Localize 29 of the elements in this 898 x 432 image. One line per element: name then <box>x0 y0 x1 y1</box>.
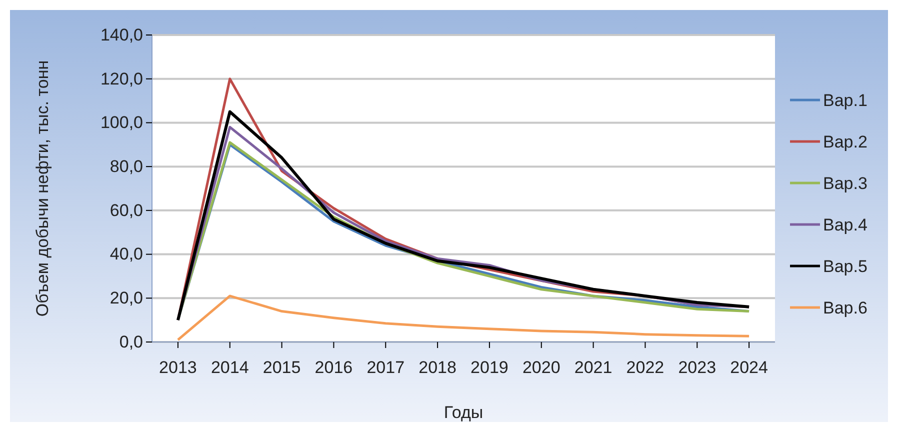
x-tick-label: 2023 <box>678 358 716 378</box>
y-tick-label: 40,0 <box>110 244 143 264</box>
y-tick-label: 120,0 <box>100 69 143 88</box>
x-tick-label: 2018 <box>418 358 456 378</box>
y-tick-label: 60,0 <box>110 200 143 220</box>
x-tick-label: 2014 <box>210 358 249 378</box>
x-tick-label: 2022 <box>626 358 664 378</box>
y-tick-label: 0,0 <box>119 332 143 352</box>
x-tick-label: 2013 <box>159 358 197 378</box>
x-axis-title: Годы <box>444 403 484 422</box>
x-tick-label: 2016 <box>314 358 353 378</box>
line-series <box>176 294 750 342</box>
legend-label: Вар.4 <box>823 216 868 234</box>
legend-label: Вар.2 <box>823 132 868 152</box>
legend-label: Вар.3 <box>823 174 868 193</box>
y-tick-label: 80,0 <box>110 157 143 176</box>
x-tick-label: 2019 <box>470 358 508 378</box>
legend-label: Вар.5 <box>823 257 868 276</box>
x-tick-label: 2021 <box>574 358 612 378</box>
x-tick-label: 2024 <box>730 358 768 378</box>
y-axis-title: Объем добычи нефти, тыс. тонн <box>33 60 52 317</box>
y-tick-label: 140,0 <box>100 25 143 44</box>
x-tick-label: 2020 <box>522 358 560 378</box>
x-tick-label: 2017 <box>366 358 405 378</box>
y-tick-label: 20,0 <box>110 288 143 308</box>
legend-label: Вар.6 <box>823 298 868 318</box>
legend-label: Вар.1 <box>823 91 868 110</box>
y-tick-label: 100,0 <box>100 113 143 132</box>
x-tick-label: 2015 <box>262 358 301 378</box>
